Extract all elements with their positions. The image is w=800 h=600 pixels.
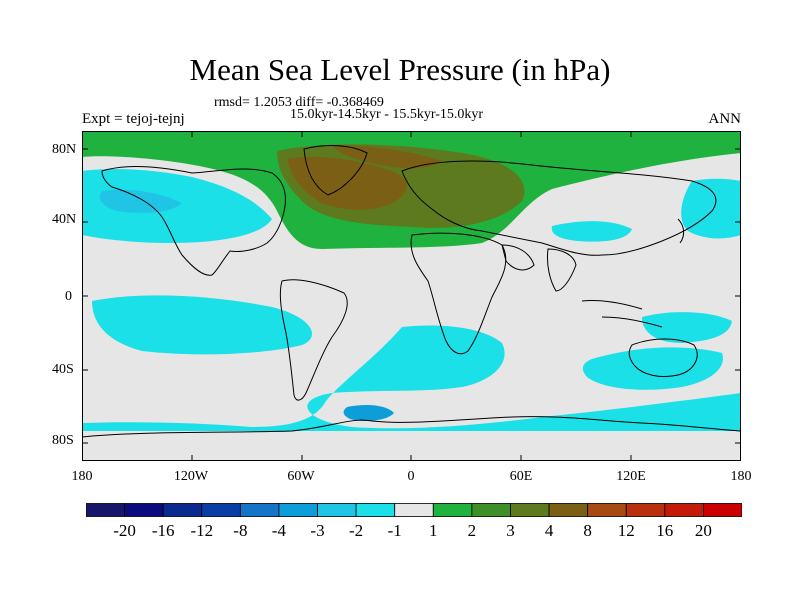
colorbar-box-8 [394, 503, 434, 517]
japan-coast [677, 218, 685, 244]
colorbar-box-12 [548, 503, 589, 517]
south-america-coast [279, 279, 348, 401]
colorbar-box-7 [355, 503, 396, 517]
colorbar-box-5 [278, 503, 318, 517]
colorbar-label-4: -4 [271, 521, 286, 540]
experiment-label: Expt = tejoj-tejnj [82, 111, 185, 127]
north-america-coast [101, 166, 286, 276]
colorbar-box-4 [239, 503, 280, 517]
season-label: ANN [708, 111, 742, 127]
colorbar-label-1: -16 [151, 521, 175, 540]
colorbar-box-2 [162, 503, 203, 517]
colorbar-label-8: 1 [429, 521, 438, 540]
colorbar-label-10: 3 [506, 521, 515, 540]
west-pacific-cyan [681, 178, 741, 239]
lat-tick-40s: 40S [52, 362, 74, 377]
colorbar-box-16 [703, 503, 742, 517]
colorbar-box-3 [201, 503, 241, 517]
colorbar-box-14 [625, 503, 666, 517]
colorbar-boxes [86, 503, 742, 517]
lon-tick-180w: 180 [71, 469, 93, 484]
pressure-map [82, 131, 741, 461]
colorbar-box-1 [124, 503, 164, 517]
colorbar-box-11 [510, 503, 550, 517]
lon-tick-0: 0 [407, 469, 415, 484]
colorbar-label-12: 8 [583, 521, 592, 540]
indonesia-coast [581, 300, 663, 328]
greenland-coast [303, 145, 368, 196]
lat-tick-80n: 80N [52, 142, 77, 157]
lon-tick-60w: 60W [287, 469, 315, 484]
south-pacific-cyan [642, 312, 732, 343]
lon-tick-60e: 60E [509, 469, 533, 484]
axis-ticks [82, 131, 741, 461]
antarctica-coast [82, 416, 741, 438]
colorbar-label-9: 2 [467, 521, 477, 540]
colorbar-box-6 [317, 503, 357, 517]
colorbar-label-14: 16 [656, 521, 674, 540]
colorbar-label-13: 12 [617, 521, 635, 540]
south-atlantic-cyan [82, 325, 741, 431]
colorbar-box-13 [587, 503, 627, 517]
positive-anomaly-regions [82, 131, 741, 249]
lat-tick-40n: 40N [52, 212, 77, 227]
australia-coast [628, 338, 698, 378]
lat-tick-80s: 80S [52, 433, 74, 448]
colorbar-label-11: 4 [544, 521, 554, 540]
colorbar-label-7: -1 [387, 521, 402, 540]
colorbar-box-10 [471, 503, 511, 517]
india-coast [547, 248, 577, 292]
east-asia-cyan [551, 221, 632, 242]
eurasia-coast [401, 160, 717, 256]
indian-ocean-cyan [582, 347, 723, 390]
africa-coast [410, 232, 507, 355]
period-line: 15.0kyr-14.5kyr - 15.5kyr-15.0kyr [290, 107, 484, 122]
colorbar [86, 503, 742, 517]
lon-tick-180e: 180 [730, 469, 752, 484]
arctic-brown-patch [332, 145, 442, 169]
coastlines [82, 145, 741, 438]
pacific-blue-patch [99, 189, 182, 213]
lon-tick-120e: 120E [616, 469, 646, 484]
chart-title: Mean Sea Level Pressure (in hPa) [189, 52, 611, 87]
colorbar-box-15 [664, 503, 704, 517]
colorbar-box-0 [86, 503, 125, 517]
negative-anomaly-regions [82, 169, 741, 431]
colorbar-label-2: -12 [190, 521, 214, 540]
colorbar-box-9 [432, 503, 473, 517]
colorbar-label-0: -20 [113, 521, 136, 540]
colorbar-label-15: 20 [694, 521, 712, 540]
colorbar-label-6: -2 [349, 521, 364, 540]
arabia-coast [501, 244, 535, 271]
lat-tick-0: 0 [65, 289, 72, 304]
atlantic-blue-patch [343, 405, 394, 421]
colorbar-label-5: -3 [310, 521, 325, 540]
lon-tick-120w: 120W [173, 469, 209, 484]
equatorial-pacific-cyan [92, 295, 312, 355]
colorbar-label-3: -8 [233, 521, 248, 540]
rmsd-diff-line: rmsd= 1.2053 diff= -0.368469 [214, 95, 384, 110]
